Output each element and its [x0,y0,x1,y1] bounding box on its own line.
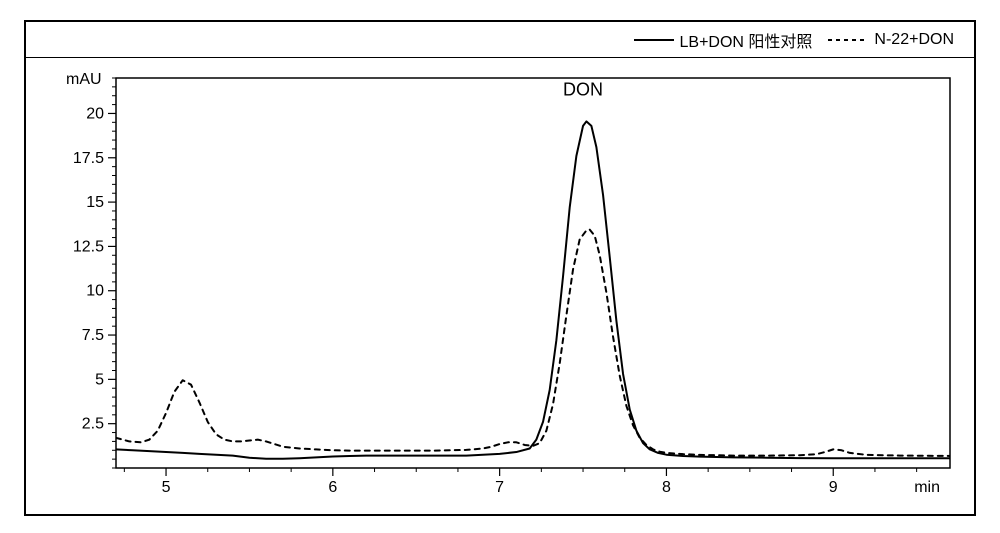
x-tick-label: 9 [829,479,838,496]
y-tick-label: 12.5 [73,238,104,255]
legend-item-dashed: N-22+DON [828,31,954,49]
y-tick-label: 7.5 [82,327,104,344]
legend-swatch-solid-line-icon [634,33,674,47]
x-tick-label: 7 [495,479,504,496]
series-1 [116,230,950,456]
y-tick-label: 20 [86,105,104,122]
y-tick-label: 2.5 [82,416,104,433]
legend-label-solid: LB+DON 阳性对照 [680,28,813,52]
y-tick-label: 15 [86,194,104,211]
plot-frame [116,78,950,468]
y-tick-label: 5 [95,371,104,388]
chart-frame: LB+DON 阳性对照 N-22+DON 5 6 7 8 9 min 2.5 5 7.5 10 12… [24,20,976,516]
legend: LB+DON 阳性对照 N-22+DON [26,22,974,58]
x-tick-label: 5 [162,479,171,496]
plot-area: 5 6 7 8 9 min 2.5 5 7.5 10 12.5 15 17.5 20 mAU DON [26,58,974,514]
legend-item-solid: LB+DON 阳性对照 [634,28,813,52]
legend-label-dashed: N-22+DON [874,31,954,49]
x-axis-label: min [914,479,940,496]
peak-annotation: DON [563,80,603,100]
x-tick-label: 8 [662,479,671,496]
series-0 [116,121,950,458]
y-tick-label: 17.5 [73,150,104,167]
y-axis-label: mAU [66,71,102,88]
y-tick-label: 10 [86,283,104,300]
x-tick-label: 6 [328,479,337,496]
legend-swatch-dashed-line-icon [828,33,868,47]
